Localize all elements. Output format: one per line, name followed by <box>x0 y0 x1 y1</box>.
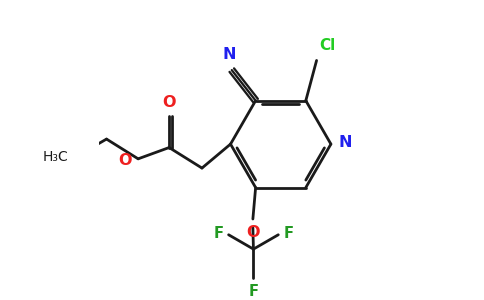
Text: O: O <box>118 153 132 168</box>
Text: F: F <box>249 284 259 298</box>
Text: H₃C: H₃C <box>42 150 68 164</box>
Text: N: N <box>223 46 236 62</box>
Text: O: O <box>247 225 260 240</box>
Text: Cl: Cl <box>319 38 336 53</box>
Text: N: N <box>339 136 352 151</box>
Text: O: O <box>162 95 176 110</box>
Text: F: F <box>213 226 224 241</box>
Text: F: F <box>284 226 293 241</box>
